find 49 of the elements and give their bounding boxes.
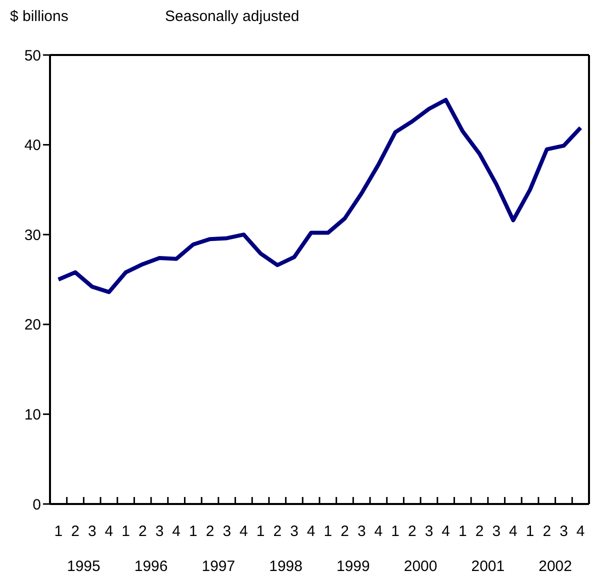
x-tick-label: 1 — [122, 523, 130, 540]
y-tick-label: 40 — [24, 137, 41, 154]
x-tick-label: 2 — [273, 523, 282, 540]
x-tick-label: 3 — [424, 523, 434, 540]
x-tick-label: 2 — [340, 523, 349, 540]
text: 1999 — [336, 558, 370, 575]
x-tick-label: 3 — [492, 523, 501, 540]
text: 2002 — [538, 558, 572, 575]
chart-subtitle: Seasonally adjusted — [165, 8, 300, 25]
x-tick-label: 3 — [222, 523, 232, 540]
x-tick-label: 2 — [542, 523, 552, 540]
x-tick-label: 4 — [172, 523, 180, 540]
x-tick-label: 1 — [324, 523, 332, 540]
text: 2001 — [471, 558, 505, 575]
x-tick-label: 3 — [155, 523, 164, 540]
y-axis-title: $ billions — [10, 8, 68, 25]
x-tick-label: 3 — [290, 523, 298, 540]
y-tick-label: 20 — [24, 316, 41, 334]
x-tick-label: 2 — [206, 523, 214, 540]
line-series — [56, 98, 583, 294]
x-tick-label: 4 — [442, 523, 450, 540]
y-tick-label: 50 — [24, 47, 41, 64]
text: 2000 — [404, 558, 438, 575]
y-tick-label: 0 — [32, 496, 41, 514]
x-tick-label: 3 — [357, 523, 366, 540]
text: 1998 — [269, 558, 302, 575]
text: 1995 — [67, 558, 100, 575]
x-tick-label: 4 — [306, 523, 316, 540]
x-tick-label: 3 — [88, 523, 96, 540]
y-tick-label: 30 — [24, 226, 41, 244]
text: 1997 — [202, 558, 236, 575]
text: 1996 — [134, 558, 168, 575]
x-tick-label: 4 — [509, 523, 518, 540]
x-tick-label: 1 — [54, 523, 63, 540]
x-tick-label: 2 — [71, 523, 80, 540]
x-tick-label: 1 — [526, 523, 534, 540]
x-tick-label: 1 — [391, 523, 400, 540]
x-tick-label: 2 — [138, 523, 147, 540]
x-tick-label: 2 — [408, 523, 416, 540]
x-tick-label: 2 — [475, 523, 484, 540]
x-tick-label: 1 — [256, 523, 265, 540]
x-tick-label: 4 — [104, 523, 114, 540]
x-tick-label: 3 — [560, 523, 568, 540]
x-tick-label: 1 — [458, 523, 467, 540]
x-tick-label: 4 — [576, 523, 585, 540]
x-tick-label: 4 — [240, 523, 248, 540]
y-tick-label: 10 — [24, 406, 41, 424]
x-tick-label: 4 — [374, 523, 383, 540]
x-tick-label: 1 — [189, 523, 198, 540]
